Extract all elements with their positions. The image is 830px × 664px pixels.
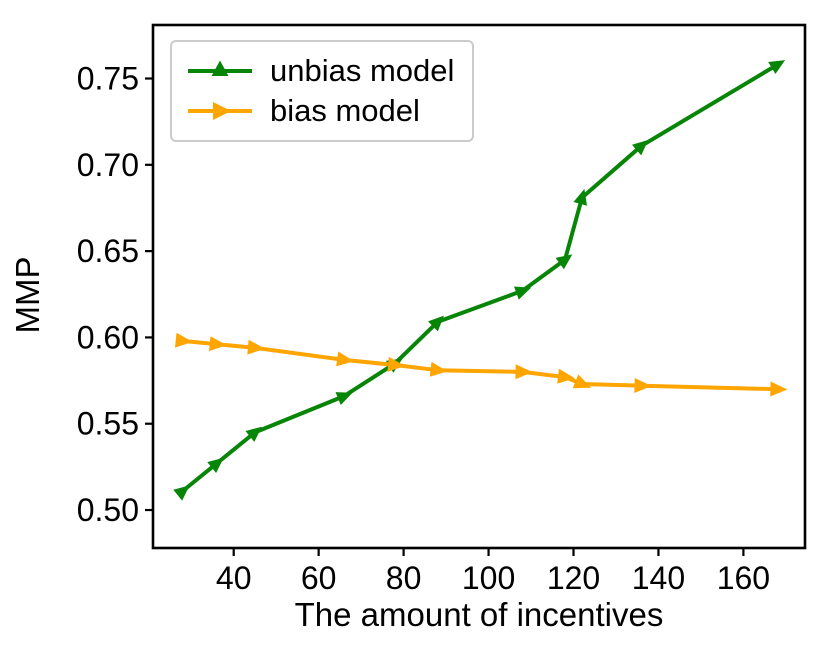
legend-label-bias-model: bias model — [270, 93, 420, 128]
x-tick-label: 100 — [462, 560, 515, 596]
triangle-right-marker-bias-model — [515, 364, 533, 380]
series-line-bias-model — [180, 338, 780, 392]
legend-label-unbias-model: unbias model — [270, 53, 455, 88]
triangle-right-marker-bias-model — [336, 351, 354, 367]
axes-border — [151, 23, 807, 550]
triangle-right-marker-bias-model — [770, 381, 788, 397]
bias-model-line-swatch — [188, 102, 252, 120]
legend-item-unbias-model: unbias model — [185, 53, 454, 89]
y-tick-label: 0.65 — [77, 233, 139, 269]
triangle-up-marker-unbias-model — [335, 392, 353, 405]
triangle-up-marker-unbias-model — [245, 426, 262, 442]
x-tick-label: 60 — [301, 560, 337, 596]
x-tick-label: 160 — [717, 560, 770, 596]
y-tick-label: 0.70 — [77, 147, 139, 183]
triangle-right-marker-bias-model — [175, 332, 193, 348]
triangle-right-marker-bias-model — [557, 368, 575, 384]
triangle-right-marker-bias-model — [247, 339, 265, 355]
legend-item-bias-model: bias model — [185, 93, 454, 129]
triangle-up-icon — [211, 60, 229, 76]
y-tick-label: 0.75 — [77, 61, 139, 97]
triangle-right-marker-bias-model — [387, 356, 406, 372]
x-tick-label: 40 — [216, 560, 252, 596]
y-tick-label: 0.55 — [77, 406, 139, 442]
triangle-up-marker-unbias-model — [632, 139, 649, 156]
y-axis-label: MMP — [9, 256, 46, 334]
triangle-right-marker-bias-model — [572, 374, 592, 389]
triangle-right-marker-bias-model — [209, 336, 227, 352]
triangle-up-marker-unbias-model — [514, 286, 531, 300]
y-tick-label: 0.60 — [77, 319, 139, 355]
triangle-up-marker-unbias-model — [555, 254, 573, 270]
triangle-right-icon — [213, 102, 231, 120]
triangle-up-marker-unbias-model — [173, 485, 190, 501]
triangle-up-marker-unbias-model — [428, 315, 444, 332]
triangle-right-marker-bias-model — [429, 361, 448, 377]
triangle-right-marker-bias-model — [634, 378, 652, 393]
legend: unbias model bias model — [170, 40, 475, 142]
unbias-model-line-swatch — [188, 60, 252, 76]
triangle-up-marker-unbias-model — [573, 188, 587, 206]
x-tick-label: 120 — [547, 560, 600, 596]
y-tick-label: 0.50 — [77, 492, 139, 528]
x-tick-label: 80 — [386, 560, 422, 596]
triangle-up-marker-unbias-model — [768, 60, 786, 74]
triangle-up-marker-unbias-model — [207, 457, 224, 473]
x-axis-label: The amount of incentives — [294, 596, 664, 633]
x-tick-label: 140 — [632, 560, 685, 596]
